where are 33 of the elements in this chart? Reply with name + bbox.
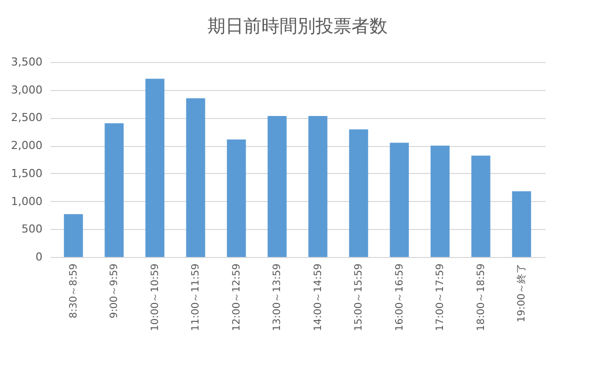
y-tick-label: 2,000 — [11, 139, 42, 152]
x-tick-label: 19:00～終了 — [516, 264, 528, 322]
x-tick-label: 13:00～13:59 — [272, 264, 284, 332]
x-tick-label: 14:00～14:59 — [312, 264, 324, 332]
y-tick-label: 1,000 — [11, 194, 42, 208]
bar — [430, 146, 450, 257]
bar — [390, 142, 409, 257]
y-tick-label: 1,500 — [11, 166, 42, 180]
x-tick-label: 8:30～8:59 — [68, 264, 80, 318]
x-tick-label: 17:00～17:59 — [435, 264, 446, 332]
x-tick-label: 9:00～9:59 — [109, 264, 120, 318]
bar — [64, 214, 83, 257]
bar — [145, 78, 164, 257]
x-tick-label: 15:00～15:59 — [354, 264, 365, 332]
x-tick-label: 10:00～10:59 — [150, 264, 161, 332]
bar — [349, 129, 368, 257]
x-tick-label: 16:00～16:59 — [394, 264, 406, 332]
bar — [308, 116, 328, 257]
y-tick-label: 2,500 — [11, 111, 42, 124]
x-tick-label: 11:00～11:59 — [190, 264, 202, 332]
bar — [186, 98, 206, 257]
x-tick-label: 18:00～18:59 — [476, 264, 487, 332]
y-tick-label: 3,000 — [11, 83, 42, 96]
bar — [226, 139, 246, 257]
y-tick-label: 500 — [22, 222, 42, 236]
y-tick-label: 0 — [36, 250, 42, 264]
bar — [104, 123, 124, 257]
bar — [268, 116, 287, 257]
x-tick-label: 12:00～12:59 — [231, 264, 242, 332]
bar — [512, 191, 532, 257]
chart-title: 期日前時間別投票者数 — [208, 16, 388, 37]
bar — [471, 156, 490, 257]
y-tick-label: 3,500 — [11, 56, 42, 68]
